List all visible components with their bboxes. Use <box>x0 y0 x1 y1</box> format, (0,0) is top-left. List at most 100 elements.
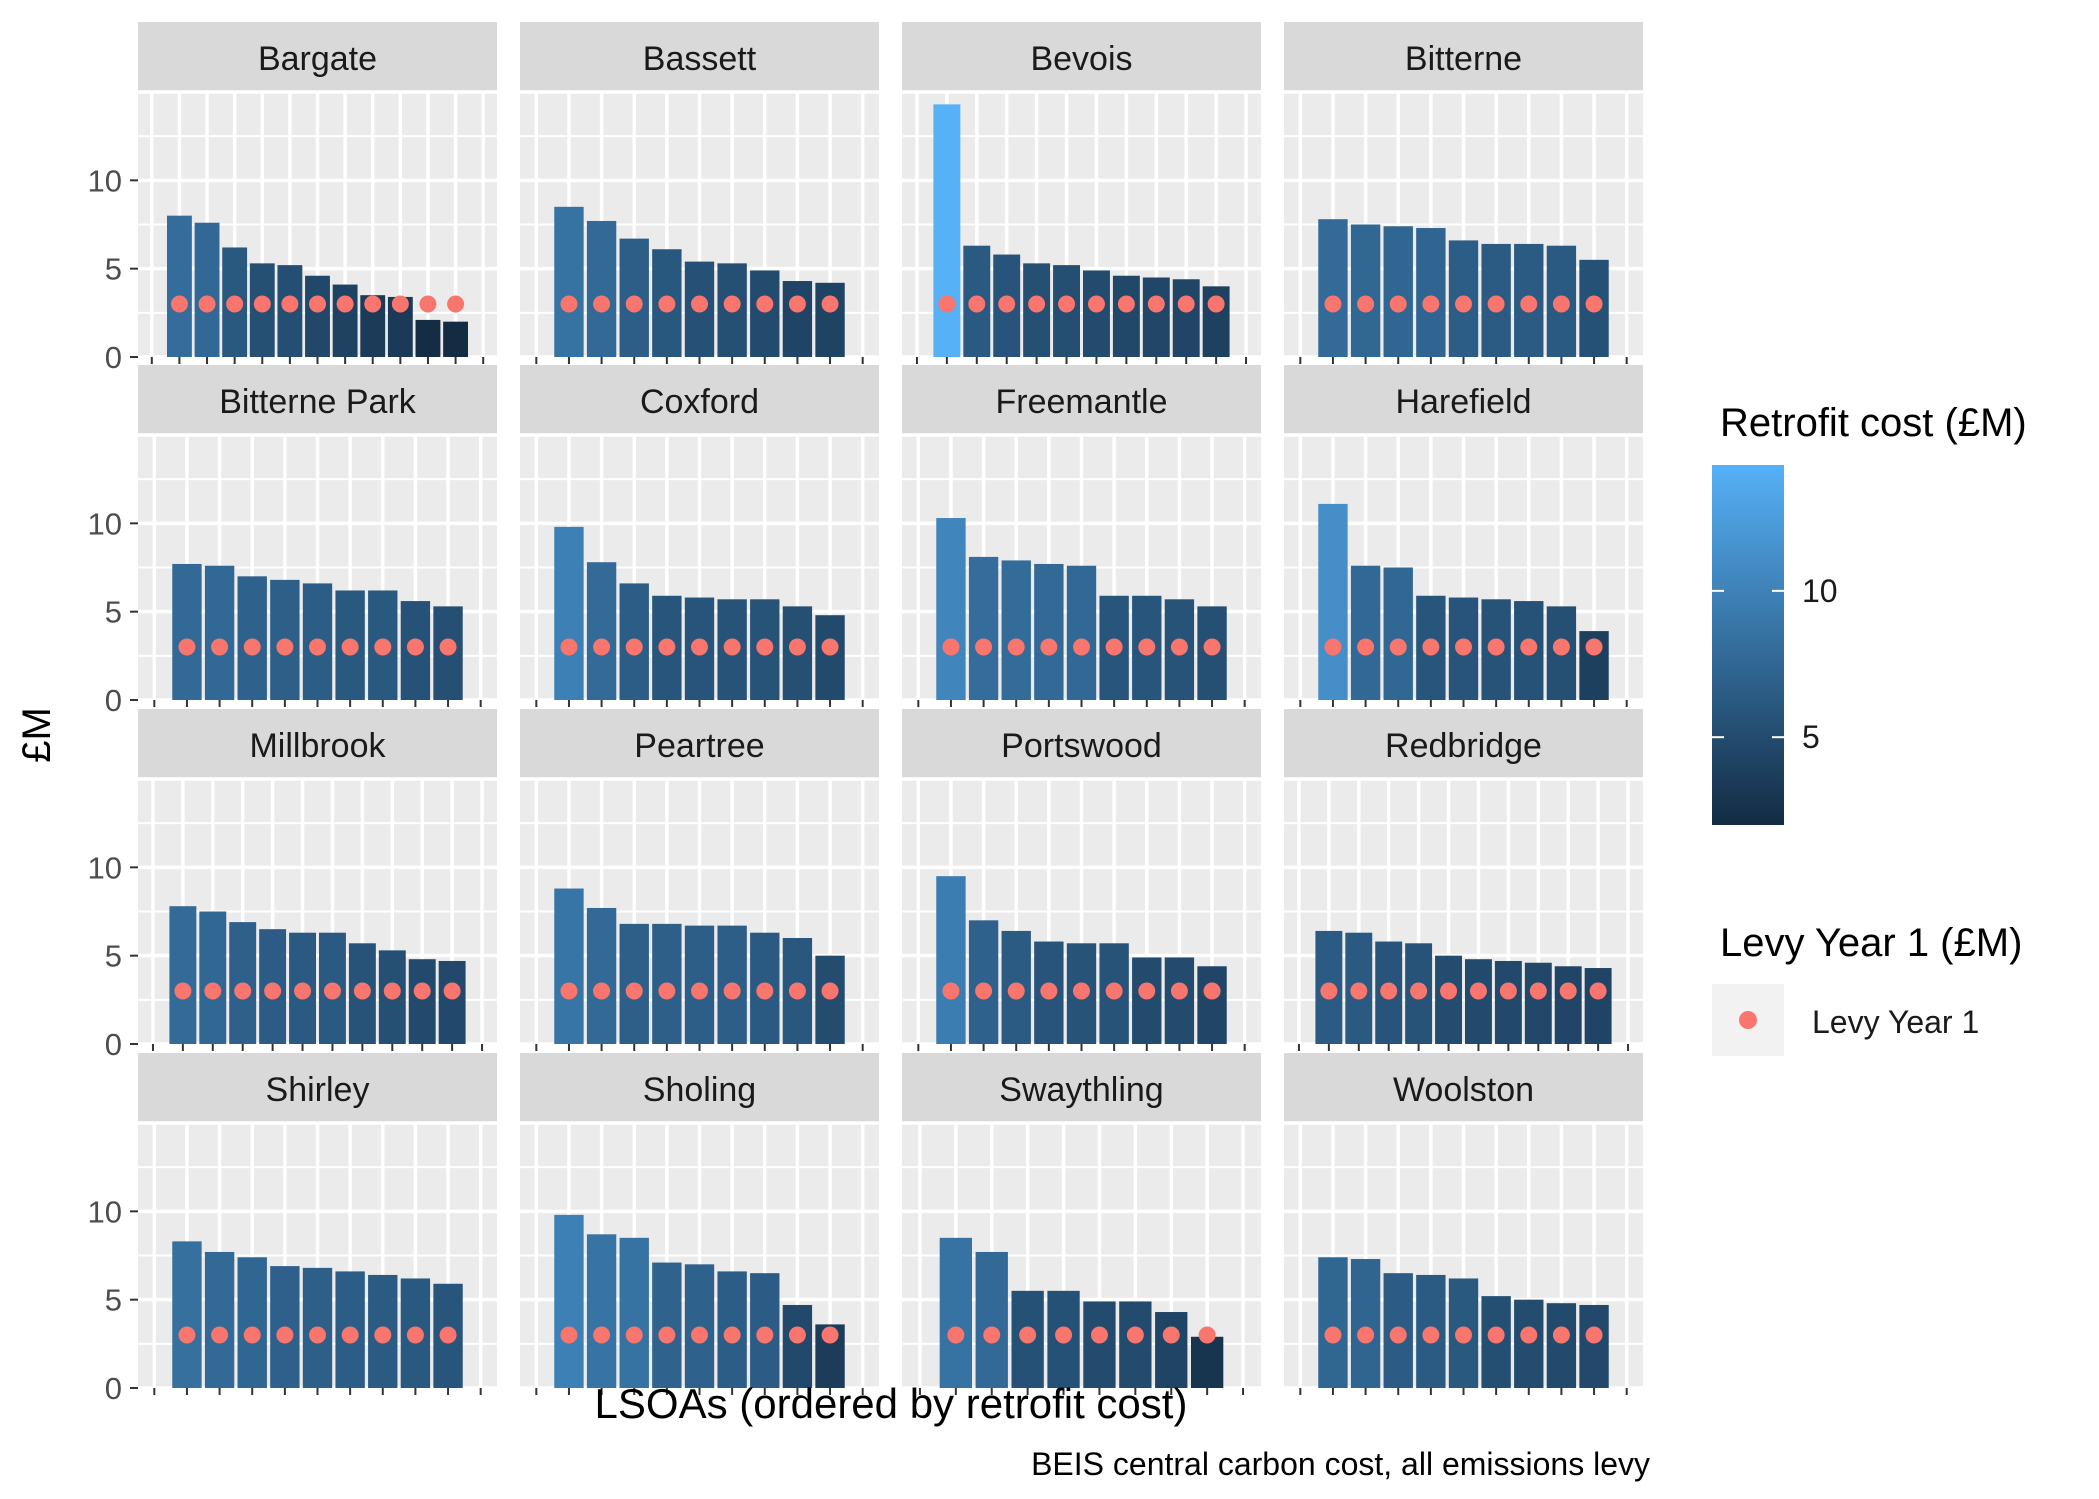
retrofit-bar <box>968 920 999 1044</box>
levy-point <box>723 295 741 313</box>
levy-point <box>447 295 465 313</box>
levy-point <box>406 1326 424 1344</box>
levy-point <box>1455 638 1472 656</box>
retrofit-bar <box>237 1257 267 1388</box>
levy-point <box>1487 638 1505 656</box>
retrofit-bar <box>1066 565 1097 700</box>
facet-strip-label: Bitterne <box>1405 40 1522 78</box>
facet-panel: Bitterne <box>1284 22 1643 364</box>
y-tick-label: 0 <box>105 1027 122 1062</box>
retrofit-bar <box>1584 968 1612 1044</box>
levy-point <box>1410 982 1428 1000</box>
levy-point <box>968 295 986 313</box>
facet-strip <box>1284 365 1643 435</box>
retrofit-bar <box>619 1237 649 1388</box>
levy-point <box>1422 1326 1440 1344</box>
levy-point <box>1087 295 1105 313</box>
levy-point <box>1499 982 1517 1000</box>
retrofit-bar <box>1142 277 1170 357</box>
levy-point <box>658 638 676 656</box>
facet-strip-label: Woolston <box>1393 1071 1534 1109</box>
levy-point <box>975 982 993 1000</box>
facet-strip-label: Harefield <box>1395 383 1531 421</box>
y-tick-label: 5 <box>105 252 122 287</box>
levy-point <box>756 982 774 1000</box>
levy-point <box>336 295 354 313</box>
facet-panel: Woolston <box>1284 1053 1643 1395</box>
retrofit-bar <box>684 1264 715 1388</box>
facet-strip <box>1284 22 1643 92</box>
y-axis-title: £M <box>15 707 59 763</box>
retrofit-bar <box>1083 1301 1116 1388</box>
levy-point <box>1203 982 1221 1000</box>
levy-point <box>691 638 708 656</box>
retrofit-bar <box>1383 226 1413 357</box>
levy-point <box>276 638 294 656</box>
retrofit-bar <box>194 222 220 357</box>
facet-strip <box>1284 709 1643 779</box>
legend: Retrofit cost (£M) Levy Year 1 (£M) Levy… <box>1712 401 2027 1056</box>
levy-point <box>1090 1326 1108 1344</box>
levy-point <box>1170 638 1188 656</box>
facet-strip <box>902 1053 1261 1123</box>
levy-point <box>1170 982 1188 1000</box>
levy-point <box>1585 1326 1603 1344</box>
levy-point <box>1019 1326 1037 1344</box>
y-tick-label: 5 <box>105 595 122 630</box>
levy-point <box>1455 1326 1472 1344</box>
levy-point <box>821 295 839 313</box>
retrofit-bar <box>1132 957 1162 1044</box>
levy-point <box>413 982 431 1000</box>
y-tick-label: 10 <box>88 1194 122 1229</box>
facet-strip <box>138 709 497 779</box>
facet-strip <box>138 365 497 435</box>
levy-point <box>1055 1326 1073 1344</box>
levy-point <box>211 1326 229 1344</box>
levy-point <box>1552 1326 1570 1344</box>
retrofit-bar <box>166 215 192 357</box>
legend-fill-title: Retrofit cost (£M) <box>1720 401 2027 445</box>
facet-strip <box>902 709 1261 779</box>
levy-point <box>341 1326 359 1344</box>
levy-point <box>281 295 299 313</box>
facet-strip-label: Swaythling <box>999 1071 1163 1109</box>
facet-panel: Bitterne Park 0 5 10 <box>88 365 497 718</box>
levy-point <box>439 1326 457 1344</box>
retrofit-bar <box>652 1262 682 1388</box>
levy-point <box>938 295 956 313</box>
levy-point <box>691 982 708 1000</box>
levy-point <box>1585 638 1603 656</box>
levy-point <box>211 638 229 656</box>
y-tick-label: 10 <box>88 163 122 198</box>
levy-point <box>294 982 312 1000</box>
levy-point <box>1105 982 1123 1000</box>
retrofit-bar <box>1546 1303 1577 1388</box>
levy-point <box>723 982 741 1000</box>
facet-strip <box>520 1053 879 1123</box>
retrofit-bar <box>415 319 441 357</box>
levy-point <box>170 295 188 313</box>
facet-panel: Swaythling <box>902 1053 1261 1395</box>
facet-panel: Coxford <box>520 365 879 707</box>
levy-point <box>323 982 341 1000</box>
levy-point <box>406 638 424 656</box>
levy-point <box>788 982 806 1000</box>
levy-point <box>443 982 461 1000</box>
levy-point <box>1040 638 1058 656</box>
facet-panel: Redbridge <box>1284 709 1643 1051</box>
levy-point <box>1559 982 1577 1000</box>
levy-point <box>625 295 643 313</box>
facet-panel: Harefield <box>1284 365 1643 707</box>
levy-point <box>341 638 359 656</box>
retrofit-bar <box>172 1241 202 1388</box>
facet-strip-label: Portswood <box>1001 727 1162 765</box>
retrofit-bar <box>1034 563 1064 700</box>
levy-point <box>821 1326 839 1344</box>
retrofit-bar <box>586 907 617 1044</box>
levy-point <box>243 1326 261 1344</box>
retrofit-bar <box>1514 1299 1544 1388</box>
levy-point <box>1007 982 1025 1000</box>
levy-point <box>439 638 457 656</box>
retrofit-bar <box>936 518 966 700</box>
levy-point <box>1198 1326 1216 1344</box>
